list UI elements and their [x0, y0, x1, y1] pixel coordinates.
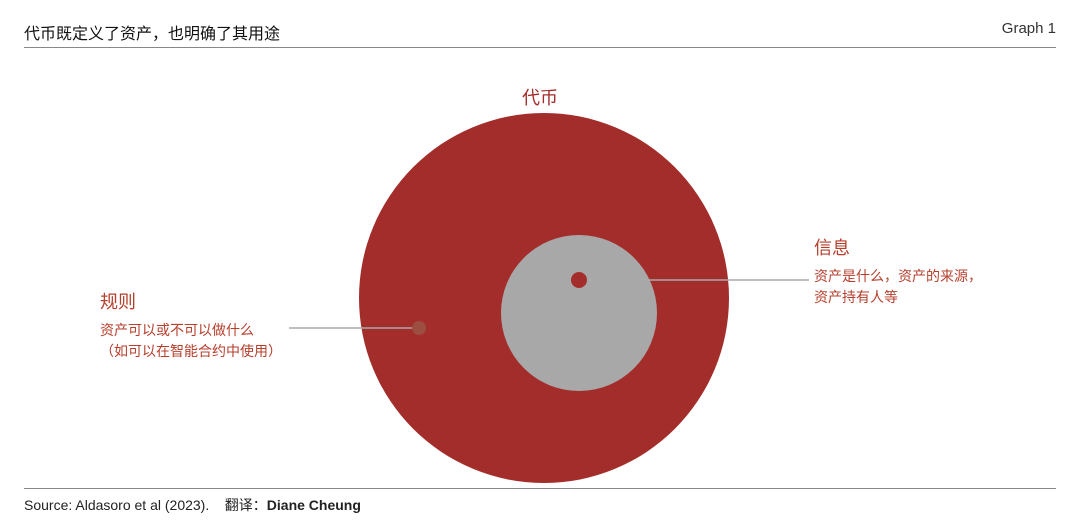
translator-name: Diane Cheung: [267, 497, 361, 513]
right-label-sub: 资产是什么，资产的来源， 资产持有人等: [814, 266, 1034, 308]
source-prefix: Source:: [24, 497, 75, 513]
right-label-heading: 信息: [814, 234, 1034, 260]
source-text: Aldasoro et al (2023).: [75, 497, 209, 513]
left-label-block: 规则 资产可以或不可以做什么 （如可以在智能合约中使用）: [100, 288, 310, 362]
page-title: 代币既定义了资产，也明确了其用途: [24, 20, 280, 44]
footer-bar: Source: Aldasoro et al (2023). 翻译：Diane …: [24, 488, 1056, 515]
left-label-sub-line1: 资产可以或不可以做什么: [100, 322, 254, 338]
translator-label: 翻译：: [225, 497, 267, 513]
header-bar: 代币既定义了资产，也明确了其用途 Graph 1: [24, 20, 1056, 48]
token-title-label: 代币: [24, 84, 1056, 110]
left-label-sub-line2: （如可以在智能合约中使用）: [100, 343, 282, 359]
right-label-sub-line1: 资产是什么，资产的来源，: [814, 268, 982, 284]
center-dot: [571, 272, 587, 288]
left-label-heading: 规则: [100, 288, 310, 314]
left-label-sub: 资产可以或不可以做什么 （如可以在智能合约中使用）: [100, 320, 310, 362]
page-container: 代币既定义了资产，也明确了其用途 Graph 1 代币 规则 资产可以或不可以做: [0, 0, 1080, 531]
graph-number-label: Graph 1: [1002, 20, 1056, 37]
right-label-sub-line2: 资产持有人等: [814, 289, 898, 305]
token-title-text: 代币: [522, 88, 558, 108]
right-label-block: 信息 资产是什么，资产的来源， 资产持有人等: [814, 234, 1034, 308]
left-marker-dot: [412, 321, 426, 335]
inner-circle: [501, 235, 657, 391]
diagram-area: 代币 规则 资产可以或不可以做什么 （如可以在智能合约中使用） 信息 资产是什么…: [24, 48, 1056, 488]
